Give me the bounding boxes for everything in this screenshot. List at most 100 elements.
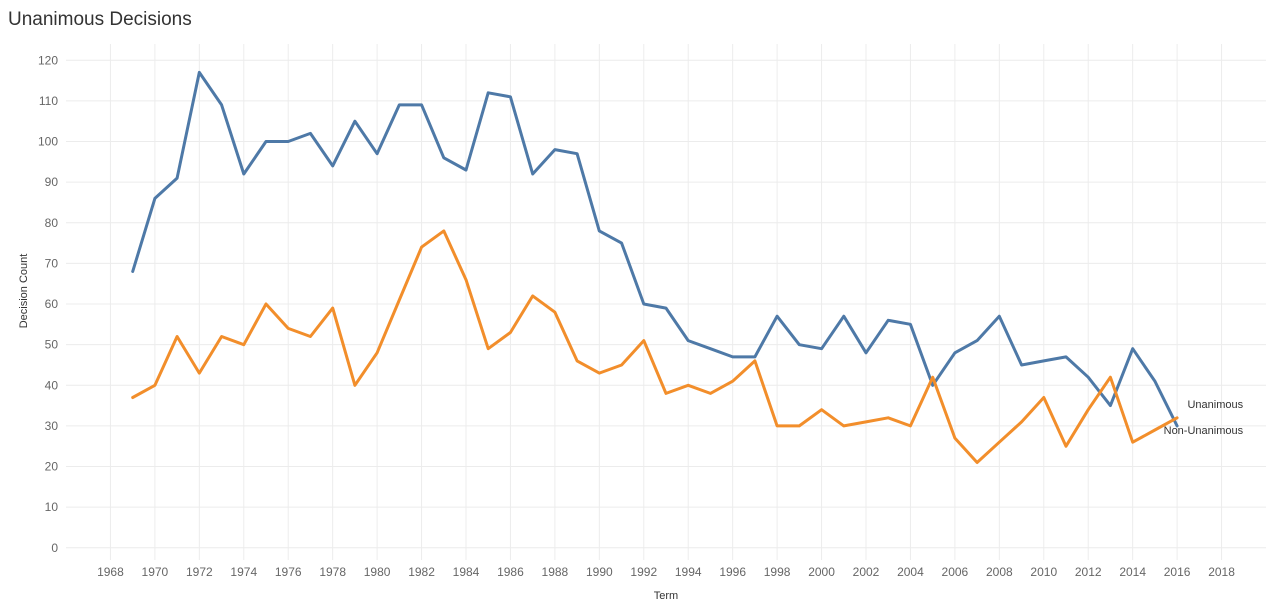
data-point-non-unanimous: [219, 334, 224, 339]
y-tick-label: 60: [45, 297, 59, 311]
y-axis-title: Decision Count: [18, 254, 30, 329]
data-point-unanimous: [708, 346, 713, 351]
data-point-non-unanimous: [997, 440, 1002, 445]
data-point-non-unanimous: [397, 297, 402, 302]
data-point-unanimous: [464, 167, 469, 172]
y-tick-label: 10: [45, 500, 59, 514]
series-layer: [130, 70, 1180, 465]
x-tick-label: 2002: [853, 565, 880, 579]
data-point-unanimous: [552, 147, 557, 152]
data-point-non-unanimous: [1175, 415, 1180, 420]
data-point-unanimous: [664, 306, 669, 311]
y-tick-label: 40: [45, 378, 59, 392]
data-point-unanimous: [152, 196, 157, 201]
x-tick-label: 2004: [897, 565, 924, 579]
y-tick-label: 80: [45, 216, 59, 230]
data-point-unanimous: [686, 338, 691, 343]
data-point-non-unanimous: [1152, 427, 1157, 432]
data-point-non-unanimous: [819, 407, 824, 412]
data-point-unanimous: [841, 314, 846, 319]
series-label-unanimous: Unanimous: [1187, 399, 1243, 411]
data-point-non-unanimous: [597, 371, 602, 376]
tick-layer: 0 10 20 30 40 50 60 70 80 90 100 110 120 1968 1970 1972…: [38, 53, 1235, 579]
x-tick-label: 1970: [142, 565, 169, 579]
data-point-non-unanimous: [264, 302, 269, 307]
data-point-unanimous: [1064, 354, 1069, 359]
x-tick-label: 1978: [319, 565, 346, 579]
data-point-non-unanimous: [730, 379, 735, 384]
x-tick-label: 1998: [764, 565, 791, 579]
data-point-unanimous: [308, 131, 313, 136]
data-point-non-unanimous: [975, 460, 980, 465]
data-point-non-unanimous: [1041, 395, 1046, 400]
x-tick-label: 1968: [97, 565, 124, 579]
data-point-unanimous: [508, 94, 513, 99]
data-point-unanimous: [352, 119, 357, 124]
data-point-unanimous: [1086, 375, 1091, 380]
data-point-non-unanimous: [486, 346, 491, 351]
x-tick-label: 1996: [719, 565, 746, 579]
x-tick-label: 1972: [186, 565, 213, 579]
x-tick-label: 1980: [364, 565, 391, 579]
x-tick-label: 2018: [1208, 565, 1235, 579]
data-point-unanimous: [175, 176, 180, 181]
data-point-unanimous: [130, 269, 135, 274]
data-point-non-unanimous: [441, 228, 446, 233]
data-point-non-unanimous: [552, 310, 557, 315]
x-tick-label: 1974: [230, 565, 257, 579]
data-point-unanimous: [597, 228, 602, 233]
data-point-unanimous: [797, 342, 802, 347]
x-tick-label: 2014: [1119, 565, 1146, 579]
series-line-unanimous: [131, 70, 1179, 428]
chart-title: Unanimous Decisions: [8, 9, 192, 30]
data-point-unanimous: [530, 172, 535, 177]
data-point-non-unanimous: [375, 350, 380, 355]
data-point-non-unanimous: [1108, 375, 1113, 380]
data-point-unanimous: [975, 338, 980, 343]
x-tick-label: 2008: [986, 565, 1013, 579]
y-tick-label: 0: [51, 541, 58, 555]
data-point-unanimous: [775, 314, 780, 319]
x-tick-label: 1984: [453, 565, 480, 579]
label-layer: Unanimous Non-Unanimous: [1164, 399, 1244, 437]
data-point-unanimous: [1041, 358, 1046, 363]
data-point-non-unanimous: [330, 306, 335, 311]
data-point-unanimous: [1108, 403, 1113, 408]
data-point-non-unanimous: [752, 358, 757, 363]
data-point-non-unanimous: [1086, 407, 1091, 412]
x-tick-label: 1994: [675, 565, 702, 579]
data-point-non-unanimous: [419, 245, 424, 250]
data-point-non-unanimous: [152, 383, 157, 388]
data-point-non-unanimous: [241, 342, 246, 347]
data-point-unanimous: [575, 151, 580, 156]
data-point-non-unanimous: [797, 423, 802, 428]
data-point-unanimous: [997, 314, 1002, 319]
data-point-unanimous: [264, 139, 269, 144]
data-point-non-unanimous: [352, 383, 357, 388]
x-tick-label: 2000: [808, 565, 835, 579]
data-point-non-unanimous: [864, 419, 869, 424]
data-point-non-unanimous: [930, 375, 935, 380]
x-tick-label: 2012: [1075, 565, 1102, 579]
data-point-unanimous: [330, 163, 335, 168]
y-tick-label: 70: [45, 256, 59, 270]
data-point-non-unanimous: [619, 362, 624, 367]
data-point-non-unanimous: [686, 383, 691, 388]
x-axis-title: Term: [654, 590, 678, 602]
x-tick-label: 1992: [630, 565, 657, 579]
data-point-unanimous: [486, 90, 491, 95]
data-point-unanimous: [1019, 362, 1024, 367]
y-tick-label: 50: [45, 338, 59, 352]
data-point-unanimous: [241, 172, 246, 177]
x-tick-label: 2006: [942, 565, 969, 579]
data-point-unanimous: [819, 346, 824, 351]
data-point-non-unanimous: [775, 423, 780, 428]
data-point-unanimous: [197, 70, 202, 75]
data-point-unanimous: [641, 302, 646, 307]
y-tick-label: 30: [45, 419, 59, 433]
data-point-non-unanimous: [308, 334, 313, 339]
data-point-non-unanimous: [708, 391, 713, 396]
x-tick-label: 2016: [1164, 565, 1191, 579]
data-point-non-unanimous: [841, 423, 846, 428]
